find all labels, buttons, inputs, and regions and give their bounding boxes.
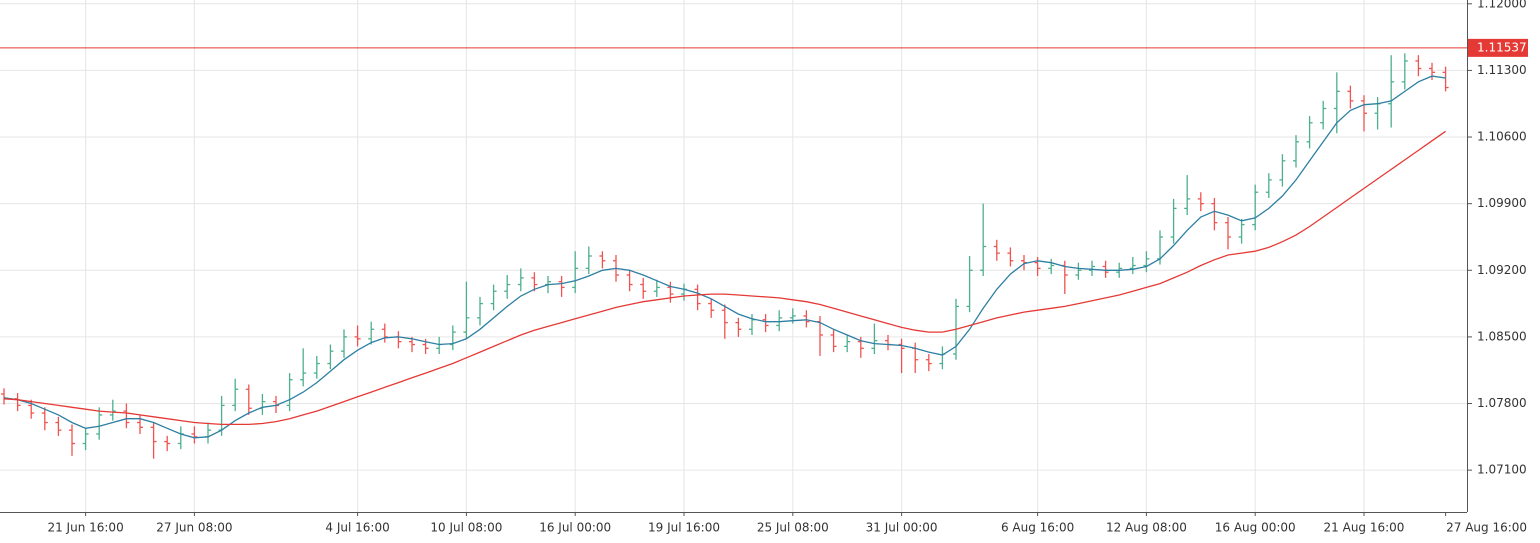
x-tick-label: 21 Aug 16:00 [1324, 521, 1405, 535]
moving-average [3, 130, 1446, 426]
x-tick-label: 6 Aug 16:00 [1001, 521, 1074, 535]
y-tick-label: 1.07100 [1477, 463, 1527, 477]
x-tick-label: 10 Jul 08:00 [430, 521, 502, 535]
last-price-label: 1.11537 [1477, 40, 1527, 54]
y-tick-label: 1.11300 [1477, 63, 1527, 77]
x-tick-label: 21 Jun 16:00 [47, 521, 123, 535]
y-tick-label: 1.12000 [1477, 0, 1527, 10]
x-tick-label: 27 Jun 08:00 [156, 521, 232, 535]
x-tick-label: 12 Aug 08:00 [1106, 521, 1187, 535]
x-tick-label: 25 Jul 08:00 [757, 521, 829, 535]
x-tick-label: 19 Jul 16:00 [648, 521, 720, 535]
axes: 1.07100 1.07800 1.08500 1.09200 1.09900 1.106… [47, 0, 1528, 535]
x-tick-label: 31 Jul 00:00 [866, 521, 938, 535]
x-tick-label: 16 Jul 00:00 [539, 521, 611, 535]
last-price-box [1468, 38, 1528, 57]
x-tick-label: 16 Aug 00:00 [1215, 521, 1296, 535]
moving-average [3, 75, 1446, 439]
y-tick-label: 1.09900 [1477, 196, 1527, 210]
x-tick-label: 27 Aug 16:00 [1446, 521, 1527, 535]
plot [0, 47, 1467, 459]
y-tick-label: 1.07800 [1477, 396, 1527, 410]
x-tick-label: 4 Jul 16:00 [325, 521, 389, 535]
y-tick-label: 1.10600 [1477, 130, 1527, 144]
y-tick-label: 1.08500 [1477, 329, 1527, 343]
y-tick-label: 1.09200 [1477, 263, 1527, 277]
